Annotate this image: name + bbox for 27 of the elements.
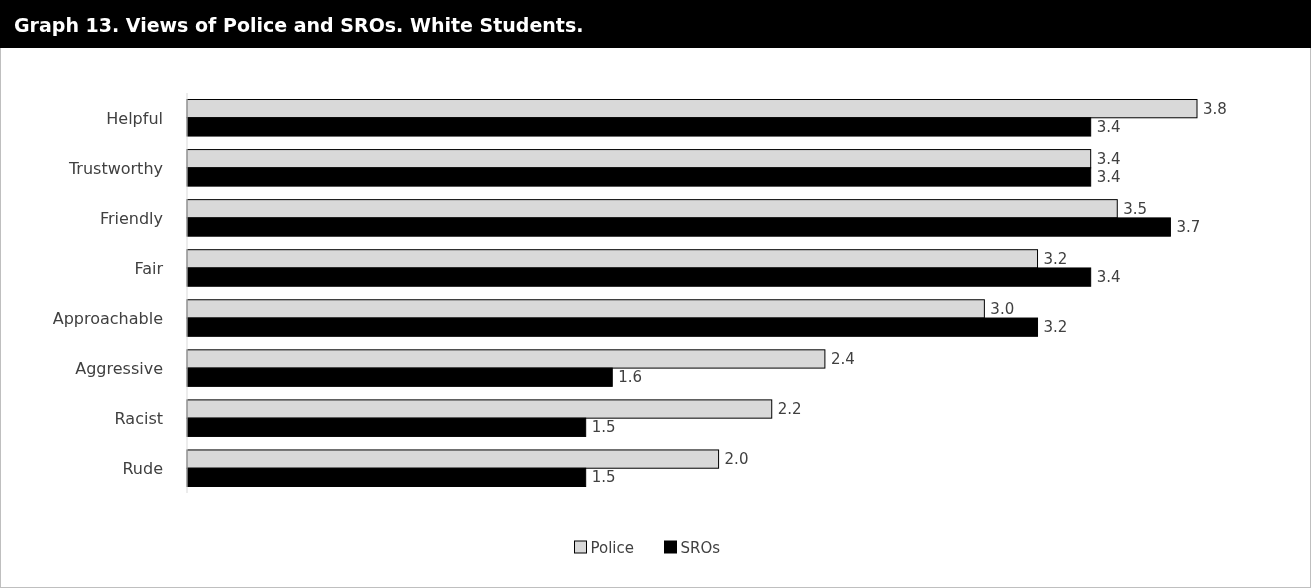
data-label: 2.0 — [724, 450, 749, 469]
y-tick-label: Racist — [114, 409, 163, 429]
data-label: 3.5 — [1123, 199, 1148, 218]
y-tick-label: Fair — [134, 258, 164, 278]
legend-label: Police — [590, 539, 634, 557]
data-label: 1.5 — [591, 418, 616, 437]
data-label: 3.2 — [1043, 318, 1068, 337]
y-tick-label: Rude — [122, 459, 163, 479]
legend-label: SROs — [680, 539, 721, 557]
data-label: 2.2 — [777, 400, 802, 419]
y-tick-label: Approachable — [52, 309, 163, 329]
y-tick-label: Aggressive — [75, 359, 163, 379]
data-label: 1.5 — [591, 468, 616, 487]
y-tick-label: Trustworthy — [67, 158, 163, 178]
data-label: 3.7 — [1176, 218, 1201, 237]
chart-title: Graph 13. Views of Police and SROs. White Students. — [14, 14, 584, 36]
data-label: 3.0 — [990, 299, 1015, 318]
data-label: 2.4 — [830, 349, 855, 368]
data-label: 3.2 — [1043, 249, 1068, 268]
data-label: 3.4 — [1096, 268, 1121, 287]
data-label: 3.8 — [1203, 99, 1227, 118]
data-label: 1.6 — [618, 368, 643, 387]
data-label: 3.4 — [1096, 149, 1121, 168]
data-label: 3.4 — [1096, 117, 1121, 136]
y-tick-label: Friendly — [99, 208, 163, 228]
data-label: 3.4 — [1096, 167, 1121, 186]
y-tick-label: Helpful — [106, 108, 163, 128]
